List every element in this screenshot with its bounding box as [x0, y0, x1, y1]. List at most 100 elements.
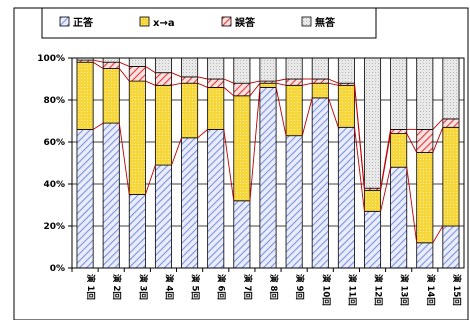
- series-line-1-10: [327, 97, 339, 128]
- series-line-1-7: [249, 87, 261, 201]
- series-line-2-9: [302, 82, 313, 86]
- x-tick-label-11: 演 11回: [346, 274, 357, 306]
- y-axis: 0% 20% 40% 60% 80% 100%: [37, 54, 72, 274]
- x-tick-label-6: 演 6回: [216, 274, 227, 300]
- series-line-3-11: [354, 83, 365, 189]
- bar-2-1: [102, 122, 120, 269]
- series-line-2-8: [276, 82, 287, 86]
- bar-5-4: [181, 57, 199, 78]
- x-axis: 演 1回 演 2回 演 3回 演 4回 演 5回 演 6回 演 7回 演 8回 演 9回 演 10…: [71, 268, 462, 306]
- bar-3-4: [128, 57, 146, 67]
- y-tick-label-2: 40%: [43, 180, 65, 190]
- bar-11-4: [337, 57, 355, 84]
- bar-11-2: [337, 84, 355, 128]
- series-line-1-12: [380, 167, 392, 212]
- bar-9-1: [285, 135, 303, 269]
- series-line-1-1: [92, 122, 104, 130]
- bar-4-2: [154, 84, 172, 166]
- plot-area: [71, 57, 465, 269]
- bar-10-4: [311, 57, 329, 80]
- bar-10-2: [311, 82, 329, 99]
- x-tick-label-13: 演 13回: [399, 274, 410, 306]
- series-line-1-3: [145, 164, 156, 195]
- series-line-2-3: [145, 80, 156, 86]
- series-line-2-1: [92, 61, 104, 69]
- bar-7-3: [233, 82, 251, 97]
- y-tick-label-3: 60%: [43, 138, 65, 148]
- bar-9-2: [285, 84, 303, 137]
- x-tick-label-15: 演 15回: [451, 274, 462, 306]
- series-line-3-10: [328, 78, 339, 84]
- bar-3-3: [128, 66, 146, 82]
- bar-13-1: [390, 166, 408, 269]
- bar-12-4: [364, 57, 382, 189]
- series-line-1-2: [118, 123, 130, 195]
- series-line-2-2: [118, 68, 130, 82]
- bar-2-3: [102, 61, 120, 69]
- plot-border: [71, 57, 465, 269]
- bar-7-1: [233, 200, 251, 269]
- bar-11-1: [337, 126, 355, 269]
- series-line-1-11: [354, 127, 365, 212]
- x-tick-label-8: 演 8回: [268, 274, 279, 300]
- bar-15-2: [442, 126, 460, 227]
- bar-5-1: [181, 137, 199, 269]
- y-tick-label-5: 100%: [37, 54, 65, 64]
- bar-2-4: [102, 57, 120, 63]
- bar-14-1: [416, 242, 434, 269]
- y-tick-label-4: 80%: [43, 96, 65, 106]
- series-line-1-5: [197, 129, 208, 139]
- series-line-1-4: [171, 137, 182, 166]
- series-line-3-12: [380, 129, 392, 189]
- bar-12-1: [364, 210, 382, 269]
- y-tick-label-1: 20%: [43, 222, 65, 232]
- bar-1-1: [76, 128, 94, 269]
- legend-swatch-1: [59, 16, 70, 27]
- x-tick-label-1: 演 1回: [85, 274, 96, 300]
- series-line-3-7: [249, 80, 260, 84]
- chart-frame: [13, 7, 469, 320]
- bar-1-2: [76, 61, 94, 130]
- bar-10-3: [311, 78, 329, 84]
- series-line-3-14: [432, 118, 444, 130]
- bar-8-4: [259, 57, 277, 82]
- bar-6-2: [207, 87, 225, 130]
- bar-13-3: [390, 128, 408, 134]
- bar-5-2: [181, 82, 199, 139]
- bar-15-4: [442, 57, 460, 120]
- series-line-2-13: [406, 133, 418, 153]
- bar-4-3: [154, 72, 172, 86]
- series-line-2-14: [432, 127, 444, 153]
- x-tick-label-3: 演 3回: [137, 274, 148, 300]
- bar-13-2: [390, 133, 408, 168]
- bar-5-3: [181, 76, 199, 84]
- bar-9-3: [285, 78, 303, 86]
- bar-14-4: [416, 57, 434, 130]
- bar-14-3: [416, 128, 434, 153]
- bar-4-4: [154, 57, 172, 74]
- series-line-3-6: [223, 78, 234, 84]
- x-tick-label-5: 演 5回: [190, 274, 201, 300]
- series-line-3-2: [119, 61, 130, 67]
- x-tick-label-14: 演 14回: [425, 274, 436, 306]
- series-line-3-1: [93, 59, 104, 63]
- bar-15-3: [442, 118, 460, 128]
- bar-2-2: [102, 68, 120, 124]
- series-line-3-5: [197, 76, 208, 80]
- series-line-1-14: [432, 225, 444, 244]
- series-line-3-4: [171, 72, 182, 78]
- legend-label-2: x→a: [153, 18, 175, 29]
- series-line-2-6: [223, 87, 235, 97]
- series-line-1-6: [223, 129, 235, 201]
- bar-10-1: [311, 97, 329, 269]
- bar-3-2: [128, 80, 146, 195]
- bar-6-3: [207, 78, 225, 88]
- x-tick-label-10: 演 10回: [320, 274, 331, 306]
- series-line-1-8: [275, 87, 287, 136]
- bar-8-2: [259, 82, 277, 88]
- bar-7-4: [233, 57, 251, 84]
- y-tick-label-0: 0%: [50, 264, 65, 274]
- x-tick-label-12: 演 12回: [373, 274, 384, 306]
- legend-swatch-4: [301, 16, 312, 27]
